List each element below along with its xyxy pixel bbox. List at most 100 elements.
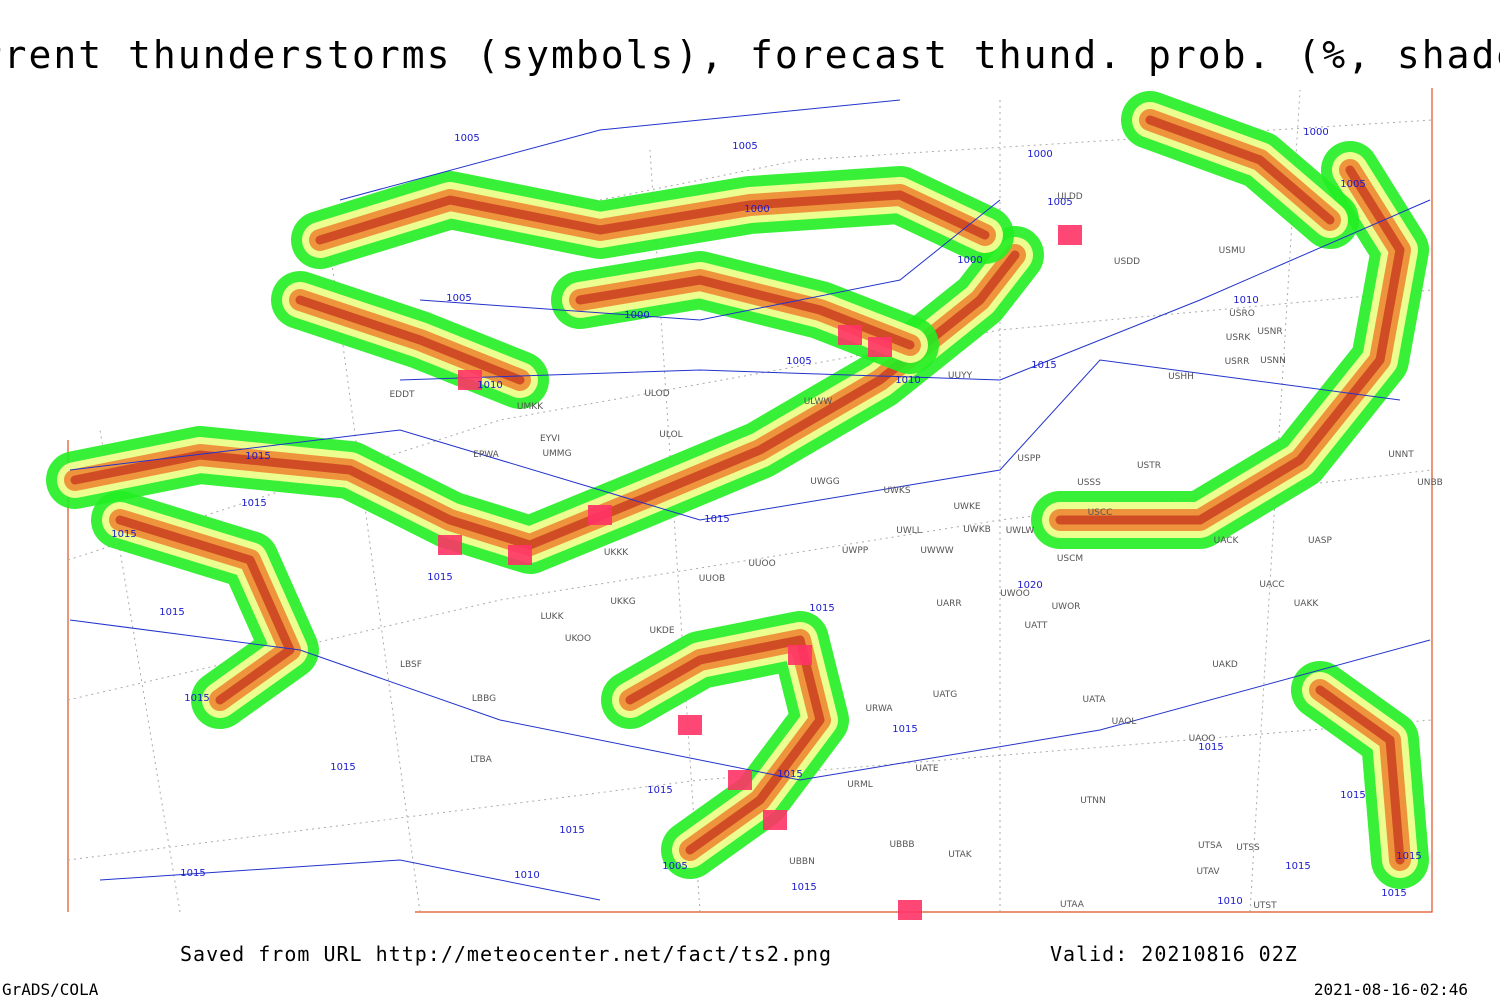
map-area: 1005 1005 1000 1000 1000 1005 1000 1005 1005 1000… [46, 88, 1443, 920]
station-code: UAKD [1212, 660, 1238, 670]
station-code: USRO [1229, 309, 1255, 319]
station-code: UASP [1308, 536, 1332, 546]
probability-shading [46, 91, 1429, 889]
isobar-label: 1010 [477, 380, 502, 391]
storm-symbol [458, 370, 482, 390]
station-code: UTSA [1198, 841, 1223, 851]
shading-band [575, 275, 915, 350]
shading-band [1055, 165, 1405, 525]
station-code: USNN [1260, 356, 1286, 366]
station-code: UARR [936, 599, 961, 609]
station-code: URML [847, 780, 873, 790]
station-code: LBBG [472, 694, 496, 704]
station-code: USRR [1225, 357, 1250, 367]
station-code: EYVI [540, 434, 560, 444]
station-code: UWKE [953, 502, 980, 512]
shading-band [625, 635, 825, 855]
isobar-label: 1015 [892, 724, 917, 735]
isobar-label: 1005 [662, 861, 687, 872]
station-code: ULOL [659, 430, 682, 440]
isobar-label: 1000 [744, 204, 769, 215]
station-code: ULWW [804, 397, 833, 407]
station-code: UAOO [1189, 734, 1216, 744]
isobar-label: 1015 [559, 825, 584, 836]
isobar-label: 1015 [1381, 888, 1406, 899]
station-code: UTAA [1060, 900, 1085, 910]
isobar-label: 1005 [786, 356, 811, 367]
isobars [69, 99, 1431, 901]
storm-symbol [588, 505, 612, 525]
station-code: LUKK [541, 612, 565, 622]
station-code: UTAV [1196, 867, 1220, 877]
station-code: UAKK [1294, 599, 1320, 609]
station-code: UNBB [1417, 478, 1443, 488]
isobar-label: 1000 [1303, 127, 1328, 138]
station-code: UWKS [883, 486, 910, 496]
storm-symbol [1058, 225, 1082, 245]
isobar-label: 1010 [1233, 295, 1258, 306]
storm-symbol [838, 325, 862, 345]
station-code: UTST [1253, 901, 1277, 911]
station-code: UWKB [963, 525, 991, 535]
storm-symbol [678, 715, 702, 735]
isobar [419, 199, 1001, 321]
isobar-label: 1000 [957, 255, 982, 266]
station-code: UKOO [565, 634, 591, 644]
isobar-label: 1010 [1217, 896, 1242, 907]
storm-symbol [728, 770, 752, 790]
station-code: USMU [1219, 246, 1246, 256]
station-code: UWLW [1006, 526, 1035, 536]
isobar-label: 1015 [1285, 861, 1310, 872]
station-code: UWOO [1000, 589, 1030, 599]
isobar-label: 1015 [791, 882, 816, 893]
station-code: UWPP [842, 546, 869, 556]
storm-symbol [898, 900, 922, 920]
isobar-label: 1015 [1031, 360, 1056, 371]
storm-symbol [763, 810, 787, 830]
isobar [339, 99, 901, 201]
station-code: USNR [1257, 327, 1282, 337]
isobar-label: 1015 [427, 572, 452, 583]
station-code: UACK [1214, 536, 1240, 546]
station-code: UUOO [748, 559, 775, 569]
isobar-label: 1015 [330, 762, 355, 773]
grid-line [67, 289, 1433, 561]
map-frame [68, 88, 1432, 912]
station-code: UBBN [789, 857, 815, 867]
storm-symbol [438, 535, 462, 555]
isobar-label: 1005 [732, 141, 757, 152]
grid-line [67, 719, 1433, 861]
station-code: LTBA [470, 755, 492, 765]
station-code: UUOB [699, 574, 725, 584]
isobar-label: 1015 [647, 785, 672, 796]
station-code: USSS [1077, 478, 1101, 488]
station-code: UAOL [1112, 717, 1137, 727]
station-code: UKKK [604, 548, 629, 558]
isobar-label: 1005 [1340, 179, 1365, 190]
isobar-label: 1015 [159, 607, 184, 618]
station-code: UATG [933, 690, 958, 700]
isobar-label: 1020 [1017, 580, 1042, 591]
isobar-label: 1005 [454, 133, 479, 144]
grid-line [67, 469, 1433, 701]
station-code: UKKG [610, 597, 635, 607]
station-code: UATE [915, 764, 939, 774]
shading-band [315, 190, 990, 245]
isobar-label: 1015 [1340, 790, 1365, 801]
valid-time: Valid: 20210816 02Z [1050, 942, 1298, 966]
map-border [67, 88, 1433, 913]
shading-band [1315, 685, 1405, 865]
isobar-label: 1010 [895, 375, 920, 386]
isobar-label: 1015 [184, 693, 209, 704]
station-code: UWOR [1052, 602, 1081, 612]
station-code: ULDD [1057, 192, 1083, 202]
isobar-label: 1015 [809, 603, 834, 614]
station-code: UBBB [889, 840, 914, 850]
shading-band [115, 515, 295, 705]
station-code: UUYY [948, 371, 973, 381]
station-code: UACC [1259, 580, 1284, 590]
station-code: URWA [865, 704, 893, 714]
station-code: USDD [1114, 257, 1140, 267]
isobar-label: 1015 [1396, 851, 1421, 862]
